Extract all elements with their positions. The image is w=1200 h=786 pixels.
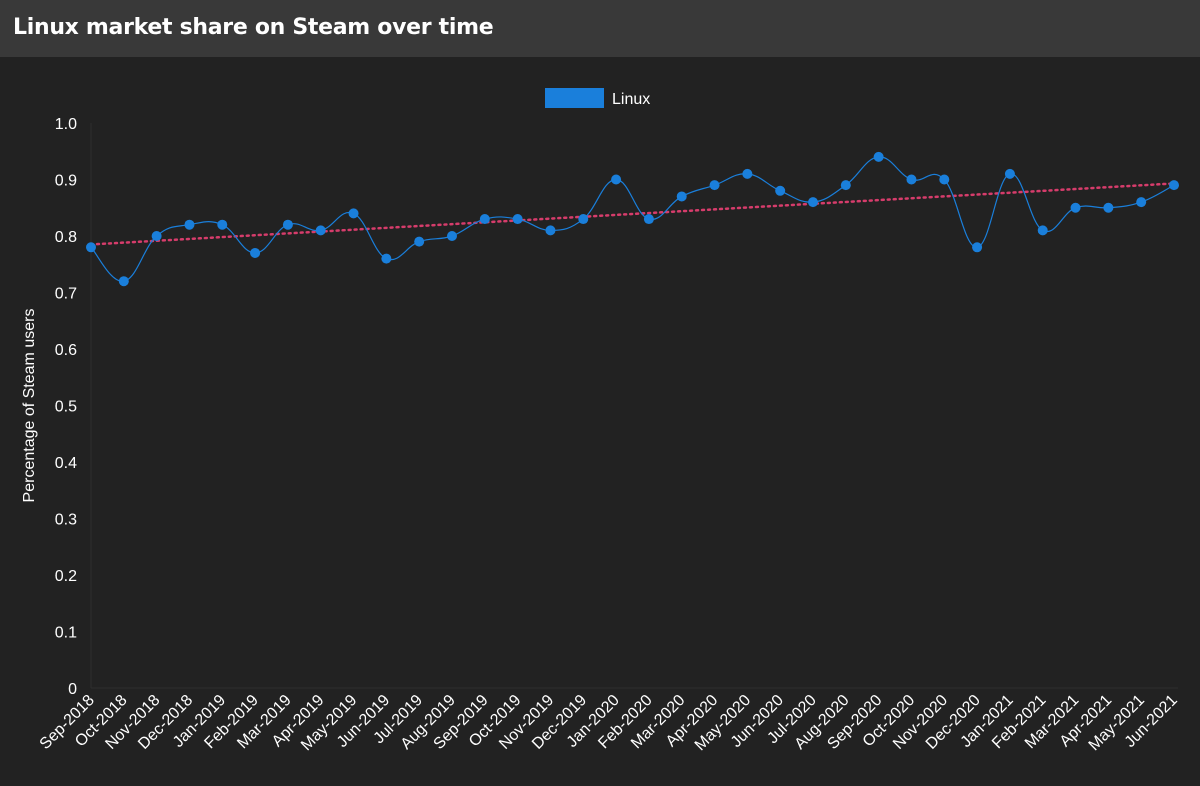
y-tick-label: 0.4: [55, 455, 77, 472]
data-point-apr-2020[interactable]: [709, 180, 720, 191]
y-tick-label: 1.0: [55, 116, 77, 133]
data-point-dec-2020[interactable]: [972, 242, 983, 253]
line-chart: Linux Percentage of Steam users 00.10.20…: [21, 88, 1181, 754]
legend-label-linux: Linux: [612, 91, 650, 108]
y-ticks: 0 0.1 0.2 0.3 0.4 0.5 0.6 0.7 0.8 0.9 1.0: [55, 116, 77, 698]
x-ticks: Sep-2018Oct-2018Nov-2018Dec-2018Jan-2019…: [37, 692, 1181, 754]
data-point-jun-2019[interactable]: [381, 253, 392, 264]
data-point-oct-2018[interactable]: [118, 276, 129, 287]
y-tick-label: 0.7: [55, 286, 77, 303]
data-point-mar-2019[interactable]: [282, 219, 293, 230]
data-point-nov-2020[interactable]: [939, 174, 950, 185]
data-point-nov-2018[interactable]: [151, 231, 162, 241]
data-point-apr-2019[interactable]: [315, 225, 326, 236]
data-point-feb-2021[interactable]: [1037, 225, 1048, 236]
data-point-may-2020[interactable]: [742, 168, 753, 179]
data-point-jan-2021[interactable]: [1004, 168, 1015, 179]
data-point-jan-2020[interactable]: [611, 174, 622, 185]
data-point-apr-2021[interactable]: [1103, 202, 1114, 213]
data-point-jul-2020[interactable]: [808, 197, 818, 208]
y-axis-title: Percentage of Steam users: [21, 309, 38, 503]
y-tick-label: 0: [68, 681, 77, 698]
data-point-sep-2019[interactable]: [479, 214, 490, 225]
data-point-jun-2021[interactable]: [1169, 180, 1179, 191]
y-tick-label: 0.3: [55, 512, 77, 529]
series-line-linux: [90, 156, 1175, 282]
axes: [90, 123, 1178, 689]
data-point-may-2021[interactable]: [1136, 197, 1147, 208]
data-point-sep-2020[interactable]: [873, 151, 884, 162]
data-point-sep-2018[interactable]: [86, 242, 96, 253]
y-tick-label: 0.5: [55, 399, 77, 416]
y-tick-label: 0.9: [55, 173, 77, 190]
data-point-feb-2020[interactable]: [643, 214, 654, 225]
data-point-aug-2020[interactable]: [840, 180, 851, 191]
page-title: Linux market share on Steam over time: [13, 15, 494, 40]
data-point-jul-2019[interactable]: [414, 236, 425, 247]
legend[interactable]: Linux: [545, 88, 650, 108]
data-point-jun-2020[interactable]: [775, 185, 786, 196]
data-point-oct-2020[interactable]: [906, 174, 917, 185]
y-tick-label: 0.1: [55, 625, 77, 642]
legend-swatch-linux: [545, 88, 604, 108]
data-point-oct-2019[interactable]: [512, 214, 523, 225]
chart-area: Linux Percentage of Steam users 0 0.1 0.2 0…: [0, 57, 1200, 786]
y-tick-label: 0.2: [55, 568, 77, 585]
trendline: [89, 182, 1176, 246]
y-tick-label: 0.8: [55, 229, 77, 246]
y-tick-label: 0.6: [55, 342, 77, 359]
data-point-may-2019[interactable]: [348, 208, 359, 219]
data-points[interactable]: [86, 151, 1179, 287]
data-point-feb-2019[interactable]: [250, 247, 261, 258]
data-point-mar-2020[interactable]: [676, 191, 687, 202]
header-bar: Linux market share on Steam over time: [0, 0, 1200, 57]
data-point-dec-2018[interactable]: [184, 219, 195, 230]
data-point-dec-2019[interactable]: [578, 214, 589, 225]
data-point-aug-2019[interactable]: [447, 231, 457, 241]
data-point-jan-2019[interactable]: [217, 219, 228, 230]
data-point-mar-2021[interactable]: [1070, 202, 1081, 213]
data-point-nov-2019[interactable]: [545, 225, 556, 236]
